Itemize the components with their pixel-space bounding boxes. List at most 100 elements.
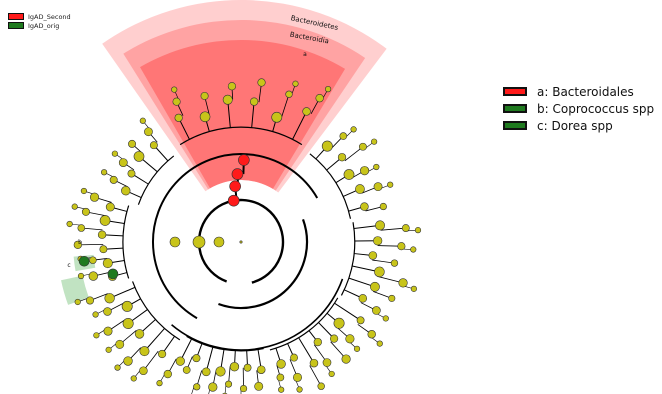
taxon-node <box>360 202 369 211</box>
taxon-node <box>102 258 113 269</box>
taxon-node <box>292 372 302 382</box>
clade-label-a: a <box>303 51 307 58</box>
taxon-node <box>77 272 85 280</box>
biomarker-legend-item: b: Coprococcus spp <box>503 100 654 117</box>
branch <box>280 94 290 119</box>
taxon-node <box>149 141 158 150</box>
taxon-node <box>302 107 311 116</box>
taxon-node <box>104 293 115 304</box>
bacteroidales-node <box>231 168 244 180</box>
legend-swatch-green <box>503 121 527 130</box>
taxon-node <box>174 113 183 122</box>
clade-arc <box>122 205 130 279</box>
class-legend-item: IgAD_orig <box>8 21 71 30</box>
taxon-node <box>373 236 383 246</box>
clade-label-c: c <box>67 262 70 269</box>
taxon-node <box>257 78 266 87</box>
branch <box>372 259 395 264</box>
taxon-node <box>321 140 333 152</box>
taxon-node <box>175 356 185 366</box>
taxon-node <box>276 359 286 369</box>
taxon-node <box>171 86 178 93</box>
taxon-node <box>388 294 396 302</box>
node-layer <box>66 78 422 394</box>
clade-label-b: b <box>78 239 82 246</box>
taxon-node <box>85 296 95 305</box>
clade-highlight-bacteroidetes <box>102 0 387 193</box>
legend-swatch-green <box>8 22 24 29</box>
taxon-node <box>374 266 385 278</box>
taxon-node <box>81 207 90 216</box>
taxon-node <box>337 153 347 162</box>
class-legend: IgAD_Second IgAD_orig <box>8 12 71 30</box>
bacteroidales-node <box>227 194 240 207</box>
taxon-node <box>397 242 406 251</box>
taxon-node <box>99 245 108 254</box>
taxon-node <box>333 317 345 329</box>
taxon-node <box>123 356 133 366</box>
taxon-node <box>201 367 211 377</box>
branch <box>334 302 361 321</box>
legend-label: a: Bacteroidales <box>537 84 634 99</box>
clade-arc <box>309 153 352 219</box>
taxon-node <box>182 366 191 374</box>
taxon-node <box>358 142 367 151</box>
taxon-node <box>372 306 381 315</box>
taxon-node <box>368 251 378 260</box>
taxon-node <box>398 278 408 288</box>
clade-arc <box>340 222 356 296</box>
class-legend-item: IgAD_Second <box>8 12 71 21</box>
inner-node <box>169 236 181 248</box>
taxon-node <box>200 91 209 100</box>
taxon-node <box>360 166 370 176</box>
taxon-node <box>66 220 73 228</box>
taxon-node <box>390 259 399 267</box>
clade-arc <box>132 281 181 341</box>
taxon-node <box>114 364 121 371</box>
taxon-node <box>105 346 112 353</box>
taxon-node <box>329 334 339 343</box>
taxon-node <box>192 354 201 363</box>
taxon-node <box>156 380 163 387</box>
taxon-node <box>121 186 131 196</box>
branch <box>380 227 406 231</box>
taxon-node <box>353 345 361 352</box>
legend-label: c: Dorea spp <box>537 118 613 133</box>
taxon-node <box>99 215 111 226</box>
branch <box>298 337 315 364</box>
inner-node <box>213 236 225 248</box>
taxon-node <box>375 220 385 231</box>
taxon-node <box>89 256 97 264</box>
taxon-node <box>193 383 201 391</box>
taxon-node <box>127 169 136 178</box>
coprococcus-node <box>78 255 90 267</box>
taxon-node <box>292 80 299 87</box>
taxon-node <box>215 366 226 377</box>
taxon-node <box>315 93 324 103</box>
taxon-node <box>379 202 387 211</box>
taxon-node <box>355 184 365 194</box>
taxon-node <box>80 187 88 195</box>
taxon-node <box>387 181 394 188</box>
taxon-node <box>227 82 237 91</box>
taxon-node <box>97 230 107 239</box>
taxon-node <box>401 224 410 232</box>
taxon-node <box>103 307 112 316</box>
taxon-node <box>92 311 99 318</box>
phylum-ring <box>197 198 285 284</box>
taxon-node <box>139 366 148 376</box>
taxon-node <box>370 281 380 292</box>
taxon-node <box>88 271 98 281</box>
clade-highlight-bacteroidia <box>123 19 366 191</box>
taxon-node <box>208 382 218 392</box>
taxon-node <box>128 139 137 148</box>
taxon-node <box>296 386 303 393</box>
taxon-node <box>343 169 355 180</box>
bacteroidales-node <box>238 154 250 166</box>
clade-highlight-layer <box>61 0 387 305</box>
branch <box>292 111 308 140</box>
clade-arc <box>179 126 303 146</box>
root-node <box>239 240 243 244</box>
taxon-node <box>367 330 376 339</box>
taxon-node <box>71 203 78 210</box>
